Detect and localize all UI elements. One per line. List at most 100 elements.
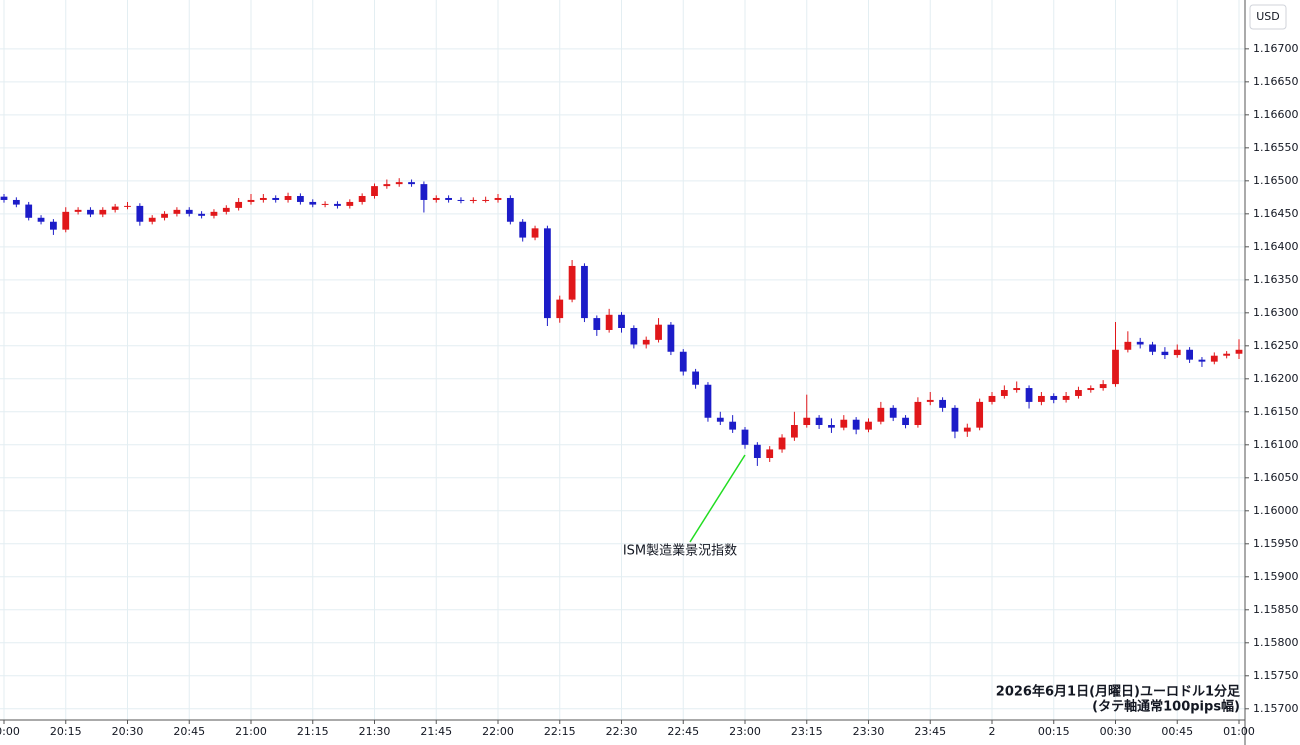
candle-body [457, 199, 465, 201]
x-tick-label: 00:15 [1038, 725, 1070, 738]
annotation: ISM製造業景況指数 [623, 543, 737, 559]
x-tick-label: 21:45 [420, 725, 452, 738]
candle-body [334, 203, 341, 206]
candle-body [37, 217, 45, 222]
candle-body [840, 419, 848, 428]
candle-body [556, 299, 564, 319]
candle-body [815, 417, 823, 426]
candle-body [210, 211, 218, 216]
footnote: (タテ軸通常100pips幅) [1092, 699, 1240, 715]
y-tick-label: 1.16050 [1253, 471, 1299, 484]
candle-body [25, 204, 33, 218]
candle-body [99, 209, 107, 215]
candle-body [766, 449, 774, 459]
x-tick-label: 22:15 [544, 725, 576, 738]
candle-body [642, 339, 650, 345]
candle-body [1210, 355, 1218, 362]
x-tick-label: 21:00 [235, 725, 267, 738]
x-tick-label: 21:15 [297, 725, 329, 738]
candle-body [988, 395, 996, 402]
candle-body [111, 206, 119, 210]
candle-body [544, 228, 551, 319]
candle-body [741, 429, 749, 445]
candle-body [297, 196, 304, 202]
candle-body [791, 425, 798, 438]
y-tick-label: 1.15750 [1253, 669, 1299, 682]
y-tick-label: 1.15700 [1253, 702, 1299, 715]
candle-body [976, 401, 984, 428]
footnote: 2026年6月1日(月曜日)ユーロドル1分足 [996, 684, 1241, 700]
candle-body [482, 199, 490, 201]
candle-body [1025, 388, 1033, 402]
x-tick-label: 2 [989, 725, 996, 738]
candle-body [1186, 349, 1193, 360]
candle-body [1173, 349, 1181, 356]
candle-body [1198, 359, 1206, 362]
candle-body [148, 217, 156, 222]
y-tick-label: 1.16500 [1253, 174, 1299, 187]
candle-body [74, 209, 82, 212]
annotation-arrow [689, 454, 746, 543]
candle-body [0, 196, 8, 200]
x-tick-label: 00:45 [1161, 725, 1193, 738]
candle-body [198, 213, 205, 216]
y-tick-label: 1.16550 [1253, 141, 1299, 154]
candle-body [568, 265, 576, 300]
candle-body [50, 221, 57, 230]
candle-body [1087, 388, 1095, 391]
candle-body [259, 197, 267, 200]
candle-body [926, 399, 934, 402]
candle-body [914, 401, 922, 426]
candle-body [358, 196, 366, 202]
y-tick-label: 1.16350 [1253, 273, 1299, 286]
candle-body [371, 186, 378, 197]
candle-body [889, 407, 897, 418]
candle-body [655, 324, 662, 340]
candle-body [408, 182, 415, 185]
x-tick-label: 00:30 [1100, 725, 1132, 738]
x-tick-label: 22:30 [606, 725, 638, 738]
candle-body [667, 324, 675, 352]
candle-body [1075, 390, 1082, 396]
candle-body [247, 199, 255, 202]
candle-body [469, 199, 477, 201]
candle-body [778, 437, 786, 450]
candle-body [951, 407, 959, 432]
x-tick-label: 22:00 [482, 725, 514, 738]
candle-body [432, 197, 440, 200]
candle-body [939, 399, 946, 408]
candle-body [704, 384, 712, 418]
y-tick-label: 1.15950 [1253, 537, 1299, 550]
y-tick-label: 1.16650 [1253, 75, 1299, 88]
x-tick-label: 21:30 [359, 725, 391, 738]
candle-body [161, 213, 168, 218]
candle-body [1050, 395, 1058, 400]
candle-body [593, 318, 601, 330]
candle-body [618, 314, 625, 328]
candle-body [1149, 344, 1156, 352]
x-tick-label: 23:30 [853, 725, 885, 738]
x-tick-label: 20:00 [0, 725, 20, 738]
x-tick-label: 23:45 [914, 725, 946, 738]
candle-body [716, 417, 724, 422]
y-tick-label: 1.16100 [1253, 438, 1299, 451]
candle-body [395, 182, 403, 185]
candle-body [729, 421, 737, 430]
x-tick-label: 23:15 [791, 725, 823, 738]
y-tick-label: 1.15850 [1253, 603, 1299, 616]
candle-body [12, 199, 20, 205]
y-tick-label: 1.15800 [1253, 636, 1299, 649]
candle-body [222, 207, 230, 212]
x-tick-label: 01:00 [1223, 725, 1255, 738]
candle-body [506, 197, 514, 222]
candle-body [1223, 353, 1231, 356]
candle-body [235, 201, 243, 208]
candle-body [1062, 395, 1070, 400]
candle-body [272, 197, 280, 200]
candle-body [346, 201, 354, 206]
candle-body [1136, 341, 1144, 345]
candle-body [753, 444, 761, 459]
x-tick-label: 22:45 [667, 725, 699, 738]
candle-body [679, 351, 687, 372]
